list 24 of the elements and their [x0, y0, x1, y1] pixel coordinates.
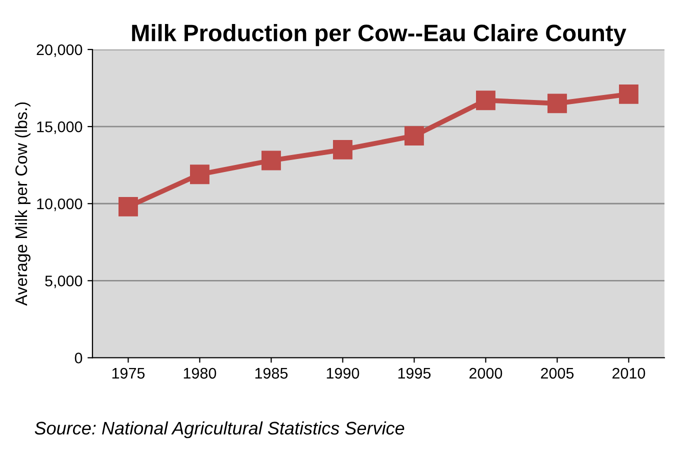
x-tick-label: 2000 [469, 368, 502, 379]
point [476, 90, 496, 110]
x-tick-label: 1980 [184, 368, 216, 379]
point [332, 140, 352, 160]
y-tick-label: 15,000 [37, 121, 82, 134]
y-tick-label: 20,000 [36, 44, 82, 57]
x-tick-label: 1990 [326, 368, 360, 379]
point [547, 94, 567, 114]
point [261, 150, 281, 170]
x-tick-label: 1975 [112, 368, 145, 379]
x-tick-label: 1985 [255, 368, 288, 379]
y-tick-label: 0 [74, 352, 82, 364]
point [404, 126, 424, 146]
y-axis-title: Average Milk per Cow (lbs.) [14, 102, 30, 306]
x-tick-label: 1995 [398, 368, 431, 379]
point [618, 84, 638, 104]
point [118, 196, 138, 216]
y-tick-label: 10,000 [37, 198, 82, 212]
point [190, 164, 210, 184]
y-tick-label: 5,000 [45, 276, 82, 288]
source-note: Source: National Agricultural Statistics Service [34, 421, 404, 438]
chart-title: Milk Production per Cow--Eau Claire County [132, 24, 626, 46]
x-tick-label: 2005 [540, 368, 574, 379]
x-tick-label: 2010 [612, 368, 646, 379]
